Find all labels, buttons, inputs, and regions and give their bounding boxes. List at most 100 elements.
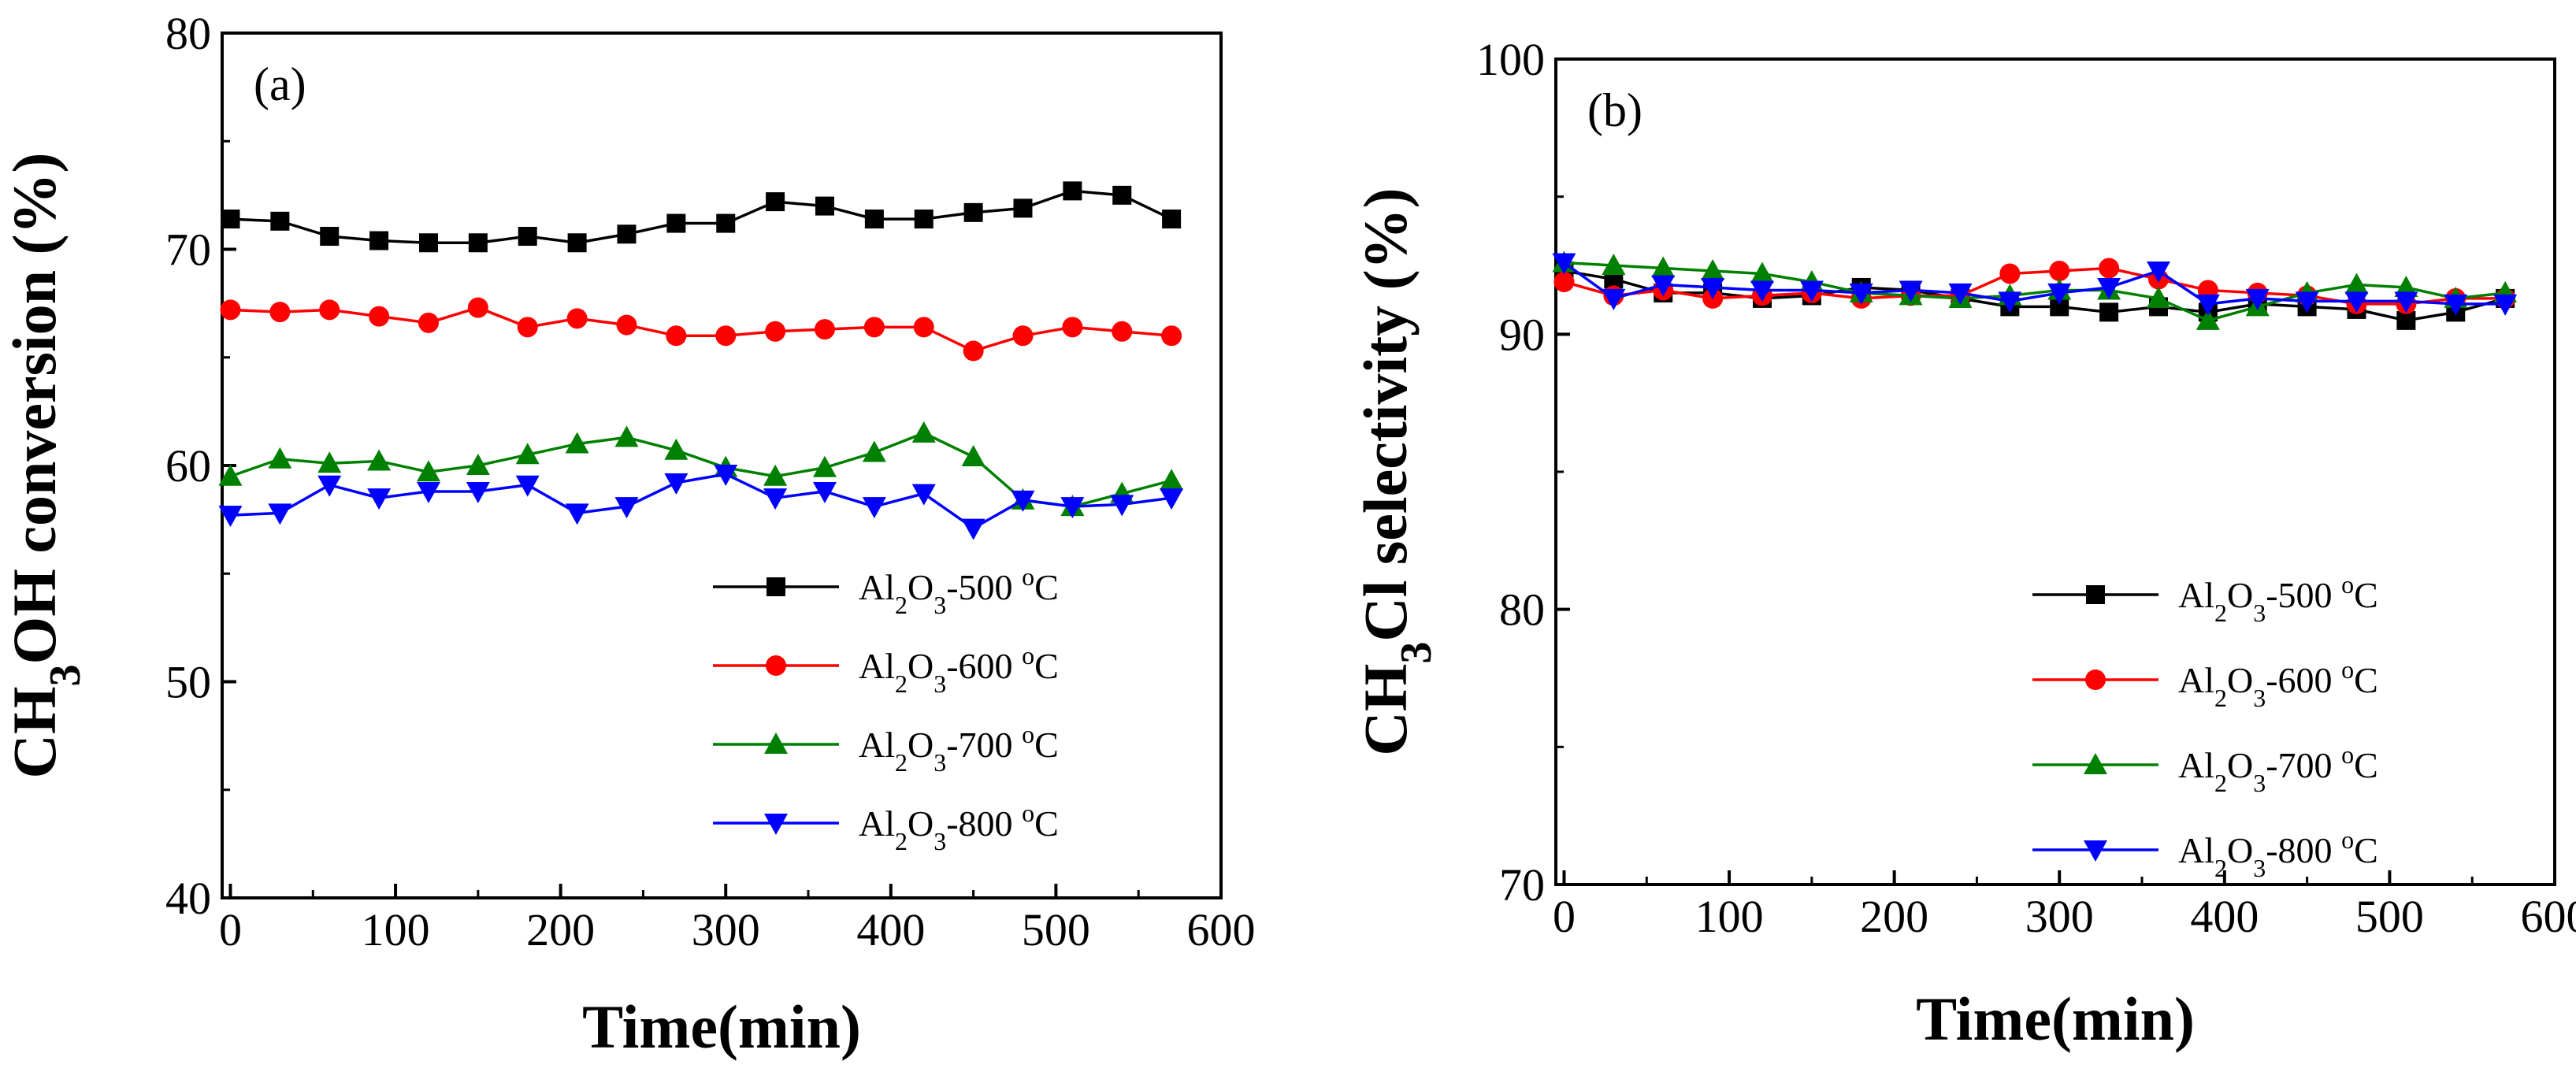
data-point xyxy=(664,473,689,495)
data-point xyxy=(1112,185,1132,205)
y-tick-label: 80 xyxy=(165,8,211,59)
data-point xyxy=(1602,288,1626,310)
legend-item: Al2O3-800 oC xyxy=(2032,825,2378,882)
legend-label-part: Al xyxy=(2178,660,2214,700)
y-axis-title-part: OH conversion (%) xyxy=(0,153,69,665)
data-point xyxy=(862,440,886,462)
legend-label-part: -700 xyxy=(2266,745,2341,785)
data-point xyxy=(317,475,342,497)
legend-marker xyxy=(764,733,788,754)
data-point xyxy=(617,224,637,244)
data-point xyxy=(961,518,985,540)
legend-label-subscript: 2 xyxy=(2214,769,2227,797)
data-point xyxy=(2493,294,2518,316)
data-point xyxy=(1799,280,1824,302)
y-tick-label: 40 xyxy=(165,873,211,924)
data-point xyxy=(467,297,488,318)
data-point xyxy=(416,460,440,482)
y-axis-title-subscript: 3 xyxy=(1392,642,1441,664)
x-tick-label: 300 xyxy=(2025,891,2094,942)
data-point xyxy=(367,449,392,471)
data-point xyxy=(1651,275,1676,297)
data-point xyxy=(715,325,737,347)
legend-label-subscript: 2 xyxy=(2214,599,2227,627)
y-tick-label: 100 xyxy=(1476,34,1545,85)
legend-label-part: -600 xyxy=(946,646,1022,686)
legend-label-part: O xyxy=(908,725,934,765)
data-point xyxy=(1160,469,1184,491)
data-point xyxy=(1011,490,1035,512)
data-point xyxy=(2099,258,2120,279)
data-point xyxy=(1999,263,2021,284)
legend-label-superscript: o xyxy=(1022,641,1034,669)
data-point xyxy=(2344,273,2369,295)
data-point xyxy=(2146,286,2170,308)
x-axis-title: Time(min) xyxy=(582,992,861,1061)
legend-label: Al2O3-600 oC xyxy=(859,641,1059,698)
legend-item: Al2O3-700 oC xyxy=(2032,740,2378,797)
legend-label-part: Al xyxy=(859,725,895,765)
legend-label-part: C xyxy=(1034,567,1059,607)
legend-item: Al2O3-800 oC xyxy=(713,799,1059,855)
legend-label-part: C xyxy=(2354,575,2378,615)
data-point xyxy=(614,425,639,447)
data-point xyxy=(221,210,240,229)
y-tick-label: 80 xyxy=(1499,584,1545,636)
series-line xyxy=(1564,261,2506,322)
data-point xyxy=(515,443,540,465)
legend-label: Al2O3-500 oC xyxy=(859,562,1059,619)
data-point xyxy=(616,314,637,336)
data-point xyxy=(1552,253,1576,275)
panel-label: (a) xyxy=(254,58,306,110)
legend-label-part: -500 xyxy=(2266,575,2341,615)
y-tick-label: 90 xyxy=(1499,309,1545,360)
x-tick-label: 200 xyxy=(526,904,595,955)
data-point xyxy=(911,421,936,443)
legend-label: Al2O3-700 oC xyxy=(2178,740,2378,797)
y-tick-label: 50 xyxy=(165,657,211,708)
y-axis-title-subscript: 3 xyxy=(41,664,90,686)
legend-label: Al2O3-500 oC xyxy=(2178,570,2378,627)
data-point xyxy=(812,455,837,477)
legend-label-subscript: 3 xyxy=(934,669,946,698)
data-point xyxy=(765,321,786,342)
data-point xyxy=(566,308,588,329)
legend-label-part: C xyxy=(2354,830,2378,870)
data-point xyxy=(2245,288,2270,310)
data-point xyxy=(714,464,738,486)
x-tick-label: 0 xyxy=(219,904,242,955)
legend-label-part: O xyxy=(2227,745,2253,785)
legend-item: Al2O3-600 oC xyxy=(2032,655,2378,712)
legend-label-part: O xyxy=(2227,830,2253,870)
x-tick-label: 600 xyxy=(2521,891,2576,942)
data-point xyxy=(319,299,340,321)
y-tick-label: 60 xyxy=(165,440,211,491)
data-point xyxy=(1110,495,1134,517)
legend-label-part: O xyxy=(2227,575,2253,615)
data-point xyxy=(268,503,292,525)
data-point xyxy=(963,202,983,222)
legend-label: Al2O3-800 oC xyxy=(2178,825,2378,882)
legend-label: Al2O3-700 oC xyxy=(859,720,1059,777)
data-point xyxy=(1651,256,1676,278)
plot-frame xyxy=(1554,57,2556,886)
data-point xyxy=(2196,308,2220,330)
legend-label-part: O xyxy=(2227,660,2253,700)
legend-label: Al2O3-600 oC xyxy=(2178,655,2378,712)
x-tick-label: 100 xyxy=(1695,891,1764,942)
data-point xyxy=(369,231,389,250)
legend-item: Al2O3-600 oC xyxy=(713,641,1059,698)
legend-label-superscript: o xyxy=(2341,570,2354,599)
y-axis-title-part: CH xyxy=(0,686,69,778)
legend-label-part: Al xyxy=(2178,745,2214,785)
data-point xyxy=(218,506,243,528)
data-point xyxy=(1899,280,1923,302)
data-point xyxy=(1162,210,1182,229)
legend-label-part: Al xyxy=(2178,575,2214,615)
series-line xyxy=(230,473,1172,530)
legend-label-part: Al xyxy=(859,646,895,686)
data-point xyxy=(1602,254,1626,275)
panel-label: (b) xyxy=(1587,84,1642,136)
data-point xyxy=(367,488,392,510)
legend-label-part: O xyxy=(908,567,934,607)
